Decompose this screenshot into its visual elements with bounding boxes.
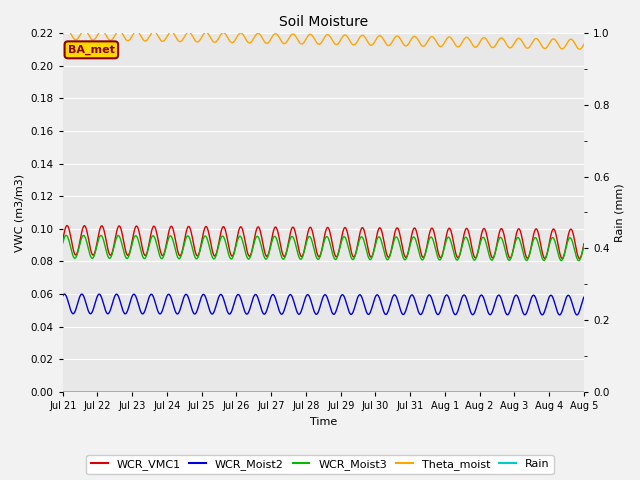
Y-axis label: Rain (mm): Rain (mm) [615,183,625,242]
X-axis label: Time: Time [310,417,337,427]
Title: Soil Moisture: Soil Moisture [279,15,368,29]
Y-axis label: VWC (m3/m3): VWC (m3/m3) [15,173,25,252]
Legend: WCR_VMC1, WCR_Moist2, WCR_Moist3, Theta_moist, Rain: WCR_VMC1, WCR_Moist2, WCR_Moist3, Theta_… [86,455,554,474]
Text: BA_met: BA_met [68,45,115,55]
